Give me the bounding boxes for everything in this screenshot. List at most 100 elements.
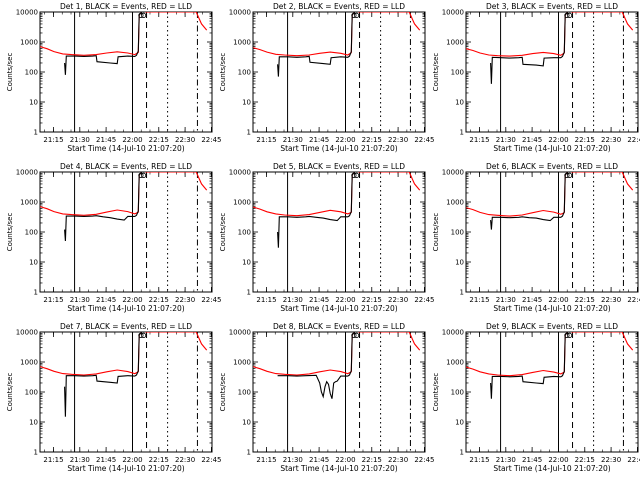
plot-data (466, 12, 634, 132)
y-axis-label: Counts/sec (219, 213, 227, 252)
y-axis-label: Counts/sec (432, 53, 440, 92)
plot-frame (252, 331, 426, 453)
x-tick-label: 21:15 (43, 136, 63, 144)
x-axis-label: Start Time (14-Jul-10 21:07:20) (280, 144, 397, 153)
y-tick-label: 10000 (16, 329, 38, 337)
x-tick-label: 21:15 (43, 456, 63, 464)
events-line (490, 172, 572, 230)
x-tick-label: 22:30 (175, 136, 195, 144)
x-tick-label: 21:15 (469, 296, 489, 304)
x-tick-label: 22:45 (201, 456, 221, 464)
y-tick-label: 100 (25, 69, 38, 77)
plot-data (40, 172, 208, 292)
y-tick-label: 10000 (229, 329, 251, 337)
panel-det-1: 1 10 100 1000 10000 21:15 21:30 21:45 22:00 22:15… (6, 2, 222, 153)
y-tick-label: 10000 (442, 329, 464, 337)
x-tick-label: 22:45 (627, 456, 640, 464)
event-marker-circle (353, 332, 360, 338)
panel-title: Det 3, BLACK = Events, RED = LLD (486, 2, 618, 11)
plot-data (253, 172, 421, 292)
x-tick-label: 22:30 (388, 296, 408, 304)
panel-det-2: 1 10 100 1000 10000 21:15 21:30 21:45 22:00 22:15… (219, 2, 435, 153)
event-marker-circle (140, 332, 147, 338)
y-tick-label: 1 (34, 289, 38, 297)
y-tick-label: 10 (455, 259, 464, 267)
event-marker-circle (351, 12, 357, 18)
x-axis-label: Start Time (14-Jul-10 21:07:20) (280, 304, 397, 313)
y-tick-label: 1 (34, 449, 38, 457)
x-tick-label: 22:45 (627, 136, 640, 144)
x-axis-label: Start Time (14-Jul-10 21:07:20) (67, 464, 184, 473)
panel-title: Det 9, BLACK = Events, RED = LLD (486, 322, 618, 331)
y-tick-label: 100 (25, 389, 38, 397)
event-marker-circle (140, 12, 147, 18)
lld-line (466, 12, 634, 57)
y-tick-label: 1000 (446, 199, 464, 207)
lld-line (466, 172, 634, 217)
x-tick-label: 21:30 (496, 136, 516, 144)
events-line (277, 12, 359, 77)
panel-title: Det 7, BLACK = Events, RED = LLD (60, 322, 192, 331)
x-axis-label: Start Time (14-Jul-10 21:07:20) (67, 304, 184, 313)
panel-det-6: 1 10 100 1000 10000 21:15 21:30 21:45 22:00 22:15… (432, 162, 640, 313)
lld-line (253, 12, 421, 57)
events-line (277, 332, 359, 399)
x-tick-label: 21:15 (469, 136, 489, 144)
x-tick-label: 21:15 (256, 456, 276, 464)
x-tick-label: 21:15 (256, 136, 276, 144)
panel-det-9: 1 10 100 1000 10000 21:15 21:30 21:45 22:00 22:15… (432, 322, 640, 473)
y-tick-label: 10 (29, 259, 38, 267)
event-marker-circle (566, 12, 573, 18)
x-axis-label: Start Time (14-Jul-10 21:07:20) (493, 464, 610, 473)
y-tick-label: 10 (29, 419, 38, 427)
y-tick-label: 10 (242, 419, 251, 427)
plot-data (253, 332, 421, 452)
panel-det-5: 1 10 100 1000 10000 21:15 21:30 21:45 22:00 22:15… (219, 162, 435, 313)
x-tick-label: 21:30 (283, 136, 303, 144)
lld-line (253, 172, 421, 217)
y-tick-label: 10000 (442, 169, 464, 177)
events-line (64, 172, 146, 242)
x-tick-label: 22:30 (175, 296, 195, 304)
x-tick-label: 22:30 (601, 136, 621, 144)
x-tick-label: 21:15 (469, 456, 489, 464)
plot-frame (465, 171, 639, 293)
x-tick-label: 22:45 (201, 296, 221, 304)
y-tick-label: 10000 (442, 9, 464, 17)
panel-det-8: 1 10 100 1000 10000 21:15 21:30 21:45 22:00 22:15… (219, 322, 435, 473)
y-tick-label: 1000 (20, 199, 38, 207)
x-tick-label: 22:15 (362, 296, 382, 304)
lld-line (40, 332, 208, 376)
y-tick-label: 1000 (233, 39, 251, 47)
x-tick-label: 21:45 (522, 136, 542, 144)
panel-det-4: 1 10 100 1000 10000 21:15 21:30 21:45 22:00 22:15… (6, 162, 222, 313)
lld-line (466, 332, 634, 377)
panel-title: Det 6, BLACK = Events, RED = LLD (486, 162, 618, 171)
x-tick-label: 21:45 (96, 456, 116, 464)
x-tick-label: 22:15 (362, 456, 382, 464)
y-tick-label: 1 (247, 129, 251, 137)
event-marker-circle (138, 332, 144, 338)
y-tick-label: 1000 (446, 39, 464, 47)
panel-title: Det 8, BLACK = Events, RED = LLD (273, 322, 405, 331)
x-tick-label: 22:30 (601, 456, 621, 464)
x-tick-label: 21:45 (96, 136, 116, 144)
event-marker-circle (564, 12, 570, 18)
x-tick-label: 22:15 (149, 296, 169, 304)
x-tick-label: 22:30 (601, 296, 621, 304)
panel-det-3: 1 10 100 1000 10000 21:15 21:30 21:45 22:00 22:15… (432, 2, 640, 153)
y-tick-label: 10000 (16, 169, 38, 177)
y-tick-label: 100 (238, 69, 251, 77)
x-tick-label: 21:30 (496, 296, 516, 304)
x-tick-label: 21:45 (522, 296, 542, 304)
y-tick-label: 10 (455, 99, 464, 107)
x-axis-label: Start Time (14-Jul-10 21:07:20) (493, 304, 610, 313)
x-tick-label: 22:45 (414, 136, 434, 144)
y-axis-label: Counts/sec (432, 373, 440, 412)
events-line (490, 12, 572, 84)
x-tick-label: 22:15 (575, 296, 595, 304)
y-axis-label: Counts/sec (219, 53, 227, 92)
panel-title: Det 4, BLACK = Events, RED = LLD (60, 162, 192, 171)
x-tick-label: 22:00 (122, 136, 142, 144)
